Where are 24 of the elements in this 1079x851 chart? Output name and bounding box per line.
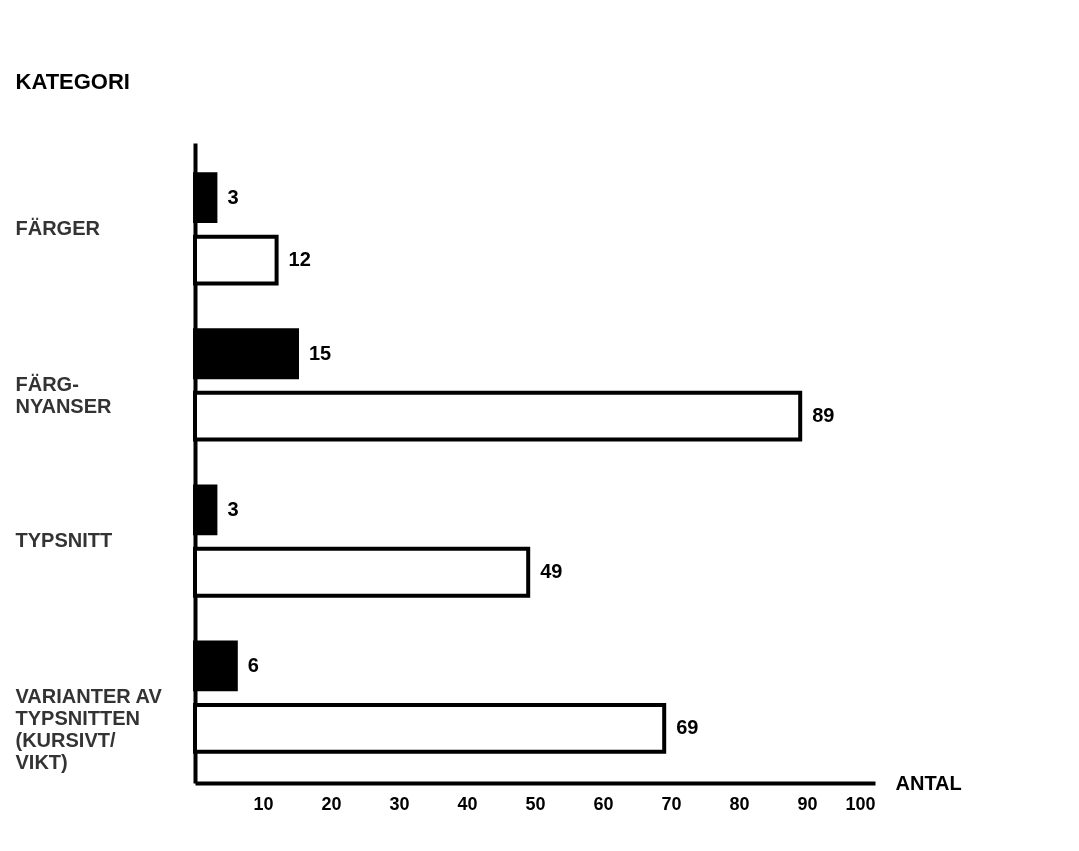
y-tick-label: TYPSNITT: [15, 529, 113, 552]
y-tick-label: FÄRG- NYANSER: [15, 372, 113, 417]
data-label: 6: [247, 653, 259, 676]
data-label: 12: [288, 248, 311, 271]
x-tick-label: 80: [729, 793, 750, 814]
y-tick-label: VARIANTER AV TYPSNITTEN (KURSIVT/ VIKT): [15, 685, 163, 774]
x-tick-label: 30: [389, 793, 410, 814]
x-tick-label: 100: [845, 793, 876, 814]
y-axis-title: KATEGORI: [15, 68, 130, 94]
data-label: 69: [676, 716, 699, 739]
data-label: 3: [227, 185, 239, 208]
x-tick-label: 60: [593, 793, 614, 814]
x-axis-title: ANTAL: [895, 771, 962, 794]
x-tick-label: 40: [457, 793, 478, 814]
x-tick-label: 20: [321, 793, 342, 814]
x-tick-label: 10: [253, 793, 274, 814]
data-label: 89: [812, 404, 835, 427]
data-label: 3: [227, 497, 239, 520]
x-tick-label: 70: [661, 793, 682, 814]
x-tick-label: 50: [525, 793, 546, 814]
data-label: 15: [309, 341, 332, 364]
y-tick-label: FÄRGER: [15, 216, 101, 239]
x-tick-label: 90: [797, 793, 818, 814]
data-label: 49: [540, 560, 563, 583]
